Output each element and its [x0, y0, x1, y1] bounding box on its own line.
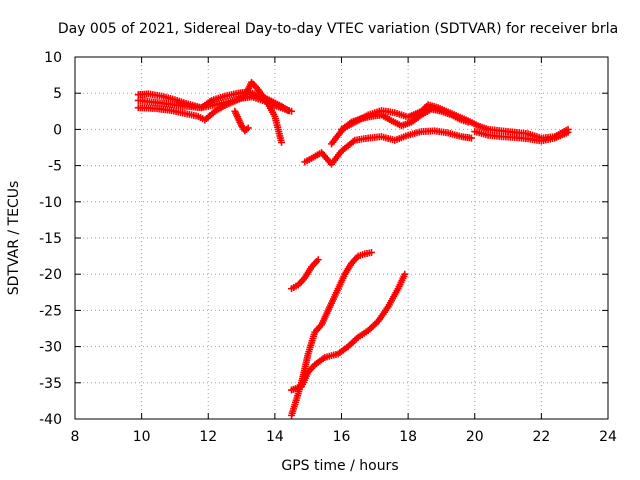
- x-tick-label: 20: [466, 429, 484, 445]
- x-tick-label: 18: [399, 429, 417, 445]
- y-tick-label: -15: [39, 231, 62, 247]
- x-axis-label: GPS time / hours: [281, 458, 398, 474]
- x-tick-label: 22: [532, 429, 550, 445]
- axis-ticks: [74, 56, 609, 420]
- y-tick-label: 5: [53, 86, 62, 102]
- tick-labels: 8 10 12 14 16 18 20 22 24 -40 -35 -30 -25 -20 -15 -10 -5…: [39, 50, 617, 445]
- y-tick-label: -40: [39, 412, 62, 428]
- series-arc-11: [288, 270, 409, 394]
- data-point: [284, 107, 292, 115]
- y-tick-label: 10: [44, 50, 62, 66]
- data-point: [278, 138, 286, 146]
- series-arc-2: [134, 88, 292, 115]
- series-arc-3: [134, 78, 286, 146]
- y-tick-label: -35: [39, 376, 62, 392]
- data-point: [244, 124, 252, 132]
- series-arc-9: [288, 256, 322, 293]
- y-tick-label: -10: [39, 195, 62, 211]
- x-tick-label: 8: [71, 429, 80, 445]
- series-arc-4: [231, 107, 252, 135]
- series-arc-5: [301, 127, 475, 168]
- x-tick-label: 12: [199, 429, 217, 445]
- y-tick-label: 0: [53, 122, 62, 138]
- y-tick-label: -30: [39, 340, 62, 356]
- y-tick-label: -5: [48, 159, 62, 175]
- series-arc-8: [471, 128, 572, 145]
- x-tick-label: 24: [599, 429, 617, 445]
- data-point: [401, 270, 409, 278]
- data-point: [467, 134, 475, 142]
- data-marks: [134, 78, 572, 419]
- data-point: [314, 256, 322, 264]
- y-axis-label: SDTVAR / TECUs: [6, 181, 22, 296]
- data-point: [564, 128, 572, 136]
- y-tick-label: -20: [39, 267, 62, 283]
- x-tick-label: 16: [333, 429, 351, 445]
- x-tick-label: 14: [266, 429, 284, 445]
- x-tick-label: 10: [133, 429, 151, 445]
- y-tick-label: -25: [39, 303, 62, 319]
- data-point: [367, 248, 375, 256]
- chart-title: Day 005 of 2021, Sidereal Day-to-day VTE…: [58, 21, 618, 37]
